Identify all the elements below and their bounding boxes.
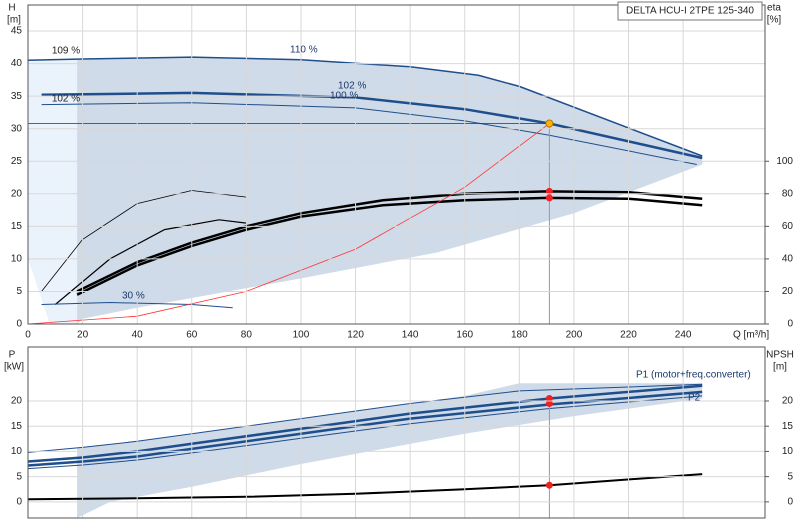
y-tick-label: 40	[11, 58, 23, 69]
series-label: 102 %	[338, 81, 366, 92]
x-tick-label: 220	[620, 330, 637, 341]
y2-tick-label: 100	[776, 156, 793, 167]
y-tick-label: 45	[11, 26, 23, 37]
grid	[27, 347, 765, 518]
y2-label: eta	[767, 3, 781, 14]
y-tick-label: 15	[11, 421, 23, 432]
x-tick-label: 180	[511, 330, 528, 341]
y-label: P	[9, 350, 16, 361]
x-tick-label: 140	[402, 330, 419, 341]
area	[77, 383, 703, 518]
x-tick-label: 0	[25, 330, 31, 341]
area	[28, 59, 78, 324]
curve	[76, 196, 703, 296]
y-unit: [kW]	[4, 362, 24, 373]
x-tick-label: 20	[77, 330, 89, 341]
y2-label: NPSH	[766, 350, 794, 361]
data-point	[545, 394, 553, 402]
x-label: Q [m³/h]	[733, 330, 769, 341]
y-tick-label: 20	[11, 188, 23, 199]
y-tick-label: 5	[16, 286, 22, 297]
series-label: 110 %	[290, 45, 318, 56]
y2-tick-label: 20	[782, 286, 794, 297]
y-tick-label: 35	[11, 91, 23, 102]
data-point	[545, 187, 553, 195]
y-unit: [m]	[7, 15, 21, 26]
y-tick-label: 5	[16, 471, 22, 482]
annotation: 109 %	[52, 46, 80, 57]
plot-frame	[27, 346, 766, 519]
x-tick-label: 60	[186, 330, 198, 341]
data-point	[545, 399, 553, 407]
y-tick-label: 15	[11, 221, 23, 232]
x-tick-label: 120	[347, 330, 364, 341]
curve	[41, 301, 233, 309]
x-tick-label: 100	[293, 330, 310, 341]
x-tick-label: 240	[675, 330, 692, 341]
grid	[27, 5, 765, 325]
series-label: 30 %	[122, 291, 145, 302]
y-tick-label: 0	[16, 496, 22, 507]
data-point	[545, 119, 554, 128]
y-tick-label: 10	[11, 446, 23, 457]
y2-tick-label: 15	[782, 421, 794, 432]
annotation: 102 %	[52, 94, 80, 105]
chart-title: DELTA HCU-I 2TPE 125-340	[626, 6, 754, 17]
y2-tick-label: 0	[787, 319, 793, 330]
y2-tick-label: 20	[782, 396, 794, 407]
x-tick-label: 80	[241, 330, 253, 341]
x-tick-label: 160	[456, 330, 473, 341]
y-tick-label: 25	[11, 156, 23, 167]
y2-unit: [m]	[773, 362, 787, 373]
data-point	[545, 481, 553, 489]
panel: 0 20 40 60 80 100 120 140 160 180 200 220 2400510152…	[11, 4, 794, 341]
y-tick-label: 30	[11, 123, 23, 134]
series-label: 100 %	[330, 91, 358, 102]
y-label: H	[8, 3, 15, 14]
x-tick-label: 200	[566, 330, 583, 341]
y2-tick-label: 80	[782, 188, 794, 199]
series-label: P2	[688, 393, 701, 404]
x-tick-label: 40	[132, 330, 144, 341]
y-tick-label: 10	[11, 254, 23, 265]
y2-tick-label: 5	[787, 471, 793, 482]
curve	[76, 190, 703, 293]
y-tick-label: 20	[11, 396, 23, 407]
y2-tick-label: 0	[787, 496, 793, 507]
series-layer	[27, 56, 703, 325]
series-label: P1 (motor+freq.converter)	[636, 370, 751, 381]
panel: 0 5 10 15 20 0 5 10 15 20 P1 (motor+freq.converter…	[11, 346, 794, 519]
data-point	[545, 194, 553, 202]
y2-unit: [%]	[767, 15, 782, 26]
y2-tick-label: 40	[782, 254, 794, 265]
y2-tick-label: 10	[782, 446, 794, 457]
plot-frame	[27, 4, 766, 325]
title-box	[617, 1, 763, 21]
curve	[54, 219, 247, 305]
y-tick-label: 0	[16, 319, 22, 330]
y2-tick-label: 60	[782, 221, 794, 232]
